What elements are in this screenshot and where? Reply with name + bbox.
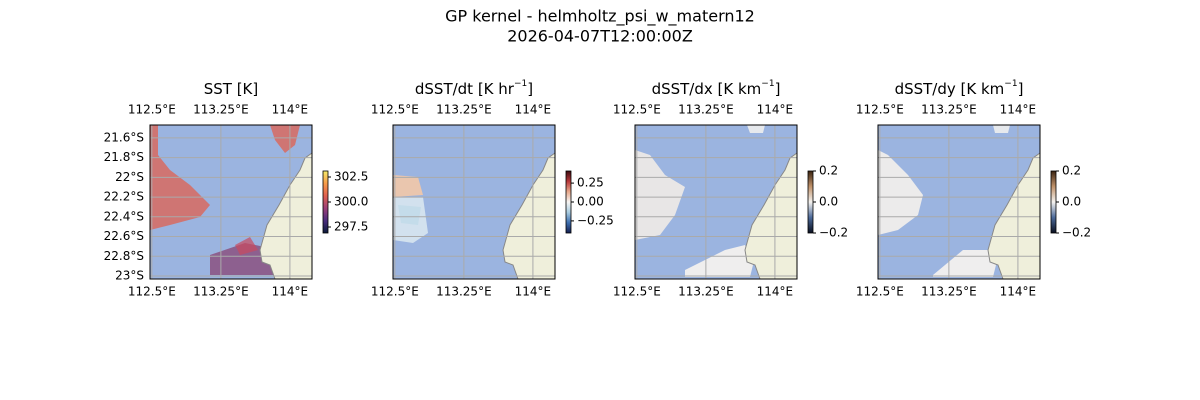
y-tick-label: 22.6°S [104, 229, 144, 243]
figure-title: GP kernel - helmholtz_psi_w_matern12 [445, 7, 755, 27]
field-patch [635, 150, 685, 240]
colorbar-tick-label: 297.5 [334, 220, 368, 234]
x-tick-label: 113.25°E [436, 103, 492, 117]
x-tick-label: 114°E [272, 285, 309, 299]
field-patch [393, 175, 423, 197]
map-panel [877, 124, 1041, 280]
y-tick-label: 22.2°S [104, 190, 144, 204]
axes-frame [634, 124, 798, 280]
x-tick-label: 113.25°E [921, 285, 977, 299]
x-tick-label: 114°E [757, 285, 794, 299]
title-tail: ] [775, 80, 781, 98]
x-tick-label: 113.25°E [678, 103, 734, 117]
x-tick-label: 113.25°E [193, 285, 249, 299]
title-text: dSST/dx [K km [652, 80, 762, 98]
map-panel [634, 124, 798, 280]
colorbar-tick-label: 300.0 [334, 195, 368, 209]
axes-frame [877, 124, 1041, 280]
field-patch [270, 125, 300, 153]
title-text: dSST/dy [K km [895, 80, 1005, 98]
title-sup: −1 [761, 79, 774, 89]
y-tick-label: 21.6°S [104, 130, 144, 144]
x-tick-label: 113.25°E [921, 103, 977, 117]
panel-title: dSST/dy [K km−1] [895, 79, 1024, 98]
x-tick-label: 112.5°E [856, 103, 904, 117]
colorbar [322, 170, 329, 234]
x-tick-label: 112.5°E [371, 285, 419, 299]
x-tick-label: 114°E [515, 103, 552, 117]
field-patch [747, 125, 765, 133]
y-tick-label: 22.8°S [104, 249, 144, 263]
x-tick-label: 112.5°E [128, 285, 176, 299]
x-tick-label: 114°E [1000, 285, 1037, 299]
title-text: SST [K] [204, 80, 259, 98]
colorbar-tick-label: 0.2 [819, 164, 838, 178]
colorbar [807, 170, 814, 234]
x-tick-label: 114°E [515, 285, 552, 299]
colorbar-tick-label: 0.00 [577, 195, 604, 209]
x-tick-label: 113.25°E [436, 285, 492, 299]
field-patch [398, 205, 421, 225]
title-text: dSST/dt [K hr [415, 80, 515, 98]
field-patch [210, 243, 275, 275]
y-tick-label: 22.4°S [104, 209, 144, 223]
figure-subtitle: 2026-04-07T12:00:00Z [507, 27, 693, 46]
x-tick-label: 114°E [272, 103, 309, 117]
colorbar-tick-label: 0.0 [819, 195, 838, 209]
x-tick-label: 113.25°E [193, 103, 249, 117]
colorbar-tick-label: −0.2 [819, 226, 848, 240]
x-tick-label: 112.5°E [613, 103, 661, 117]
map-panel [149, 124, 313, 280]
colorbar-tick-label: 0.0 [1062, 195, 1081, 209]
field-patch [993, 125, 1010, 133]
y-tick-label: 22°S [115, 170, 144, 184]
axes-frame [149, 124, 313, 280]
panel-title: dSST/dx [K km−1] [652, 79, 781, 98]
x-tick-label: 112.5°E [856, 285, 904, 299]
colorbar-tick-label: 0.2 [1062, 164, 1081, 178]
title-sup: −1 [1004, 79, 1017, 89]
field-patch [235, 237, 258, 255]
colorbar-tick-label: 302.5 [334, 170, 368, 184]
colorbar-tick-label: −0.2 [1062, 226, 1091, 240]
colorbar [565, 170, 572, 234]
map-panel [392, 124, 556, 280]
x-tick-label: 112.5°E [128, 103, 176, 117]
colorbar-tick-label: −0.25 [577, 213, 614, 227]
title-tail: ] [527, 80, 533, 98]
field-patch [878, 150, 923, 235]
axes-frame [392, 124, 556, 280]
title-tail: ] [1018, 80, 1024, 98]
x-tick-label: 112.5°E [613, 285, 661, 299]
colorbar-tick-label: 0.25 [577, 176, 604, 190]
x-tick-label: 112.5°E [371, 103, 419, 117]
title-sup: −1 [514, 79, 527, 89]
panel-title: dSST/dt [K hr−1] [415, 79, 533, 98]
panel-title: SST [K] [204, 80, 259, 98]
colorbar [1050, 170, 1057, 234]
field-patch [685, 245, 753, 277]
y-tick-label: 23°S [115, 269, 144, 283]
x-tick-label: 113.25°E [678, 285, 734, 299]
y-tick-label: 21.8°S [104, 150, 144, 164]
x-tick-label: 114°E [1000, 103, 1037, 117]
x-tick-label: 114°E [757, 103, 794, 117]
